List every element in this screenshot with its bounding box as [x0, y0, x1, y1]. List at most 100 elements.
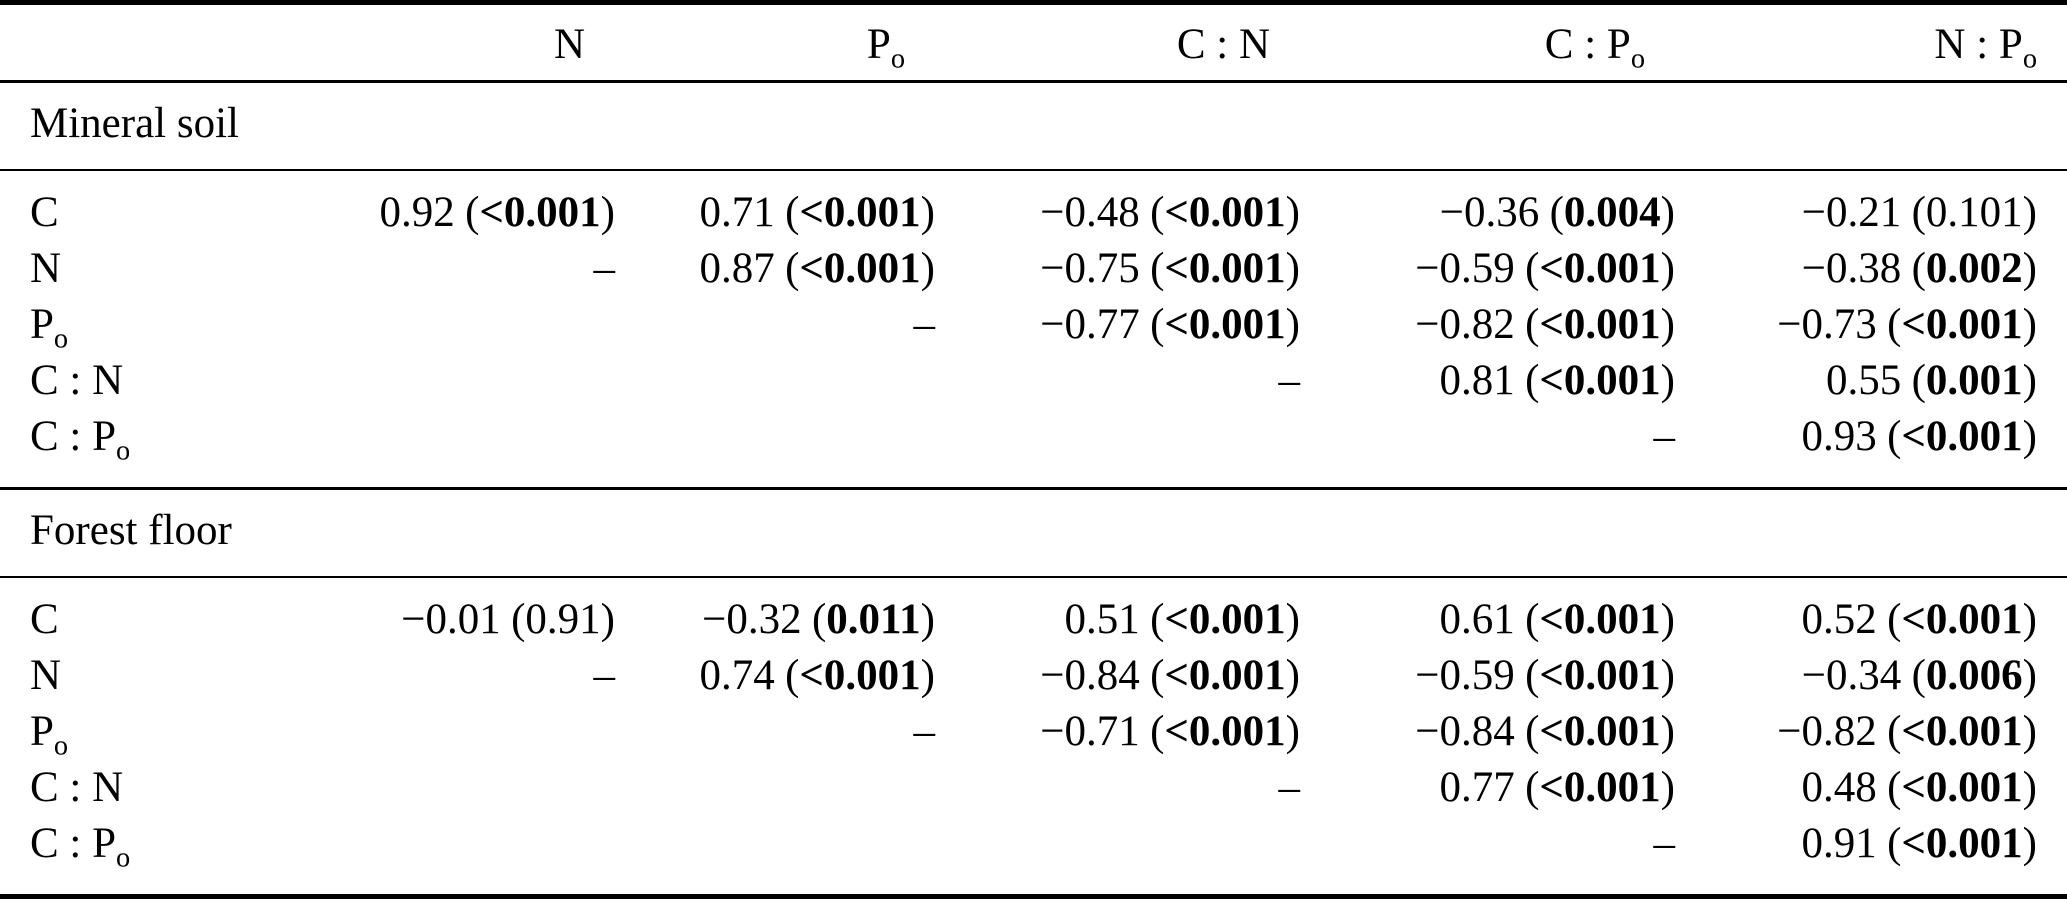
row-label-text: C : N: [30, 357, 124, 404]
table-body: Mineral soil C 0.92 (<0.001) 0.71 (<0.001) −0.…: [0, 81, 2067, 897]
open-paren: (: [1549, 189, 1564, 236]
correlation-value: 0.93: [1801, 413, 1877, 460]
p-value: 0.101: [1925, 189, 2023, 236]
close-paren: ): [1285, 189, 1300, 236]
dash: –: [593, 245, 616, 292]
close-paren: ): [2022, 301, 2037, 348]
correlation-cell: [615, 760, 935, 816]
correlation-value: −0.82: [1415, 301, 1515, 348]
column-header-text: P: [866, 21, 891, 68]
p-value: <0.001: [1164, 301, 1286, 348]
table-row: N –0.74 (<0.001) −0.84 (<0.001) −0.59 (<0.001)…: [0, 648, 2067, 704]
p-value-group: (<0.001): [785, 189, 935, 236]
correlation-value: −0.84: [1415, 708, 1515, 755]
open-paren: (: [1150, 189, 1165, 236]
p-value-group: (<0.001): [1525, 764, 1675, 811]
correlation-cell: –: [1300, 816, 1676, 897]
close-paren: ): [2022, 413, 2037, 460]
corner-cell: [0, 2, 300, 83]
dash: –: [913, 301, 936, 348]
row-label: C: [0, 170, 300, 241]
correlation-cell: [935, 409, 1300, 489]
close-paren: ): [1660, 189, 1675, 236]
p-value: 0.004: [1563, 189, 1661, 236]
p-value-group: (<0.001): [465, 189, 615, 236]
p-value: <0.001: [1539, 357, 1661, 404]
close-paren: ): [1285, 708, 1300, 755]
p-value-group: (<0.001): [1887, 708, 2037, 755]
correlation-cell: 0.81 (<0.001): [1300, 353, 1675, 409]
p-value: <0.001: [1901, 301, 2023, 348]
correlation-value: −0.59: [1415, 652, 1515, 699]
correlation-value: 0.92: [379, 189, 455, 236]
p-value-group: (<0.001): [1150, 708, 1300, 755]
close-paren: ): [1285, 652, 1300, 699]
p-value-group: (<0.001): [1887, 820, 2037, 867]
open-paren: (: [1150, 301, 1165, 348]
row-label-text: C: [30, 189, 59, 236]
p-value-group: (<0.001): [1887, 764, 2037, 811]
open-paren: (: [811, 596, 827, 643]
correlation-cell: −0.01 (0.91): [300, 577, 615, 648]
p-value-group: (0.91): [511, 596, 615, 643]
table-row: C : N –0.81 (<0.001) 0.55 (0.001): [0, 353, 2067, 409]
correlation-cell: 0.52 (<0.001): [1675, 577, 2067, 648]
correlation-value: −0.71: [1040, 708, 1140, 755]
close-paren: ): [2022, 596, 2037, 643]
open-paren: (: [785, 189, 800, 236]
correlation-cell: –: [935, 353, 1301, 409]
open-paren: (: [1150, 596, 1165, 643]
open-paren: (: [1911, 245, 1926, 292]
table-row: C : Po –0.93 (<0.001): [0, 409, 2067, 489]
table-row: Po – −0.71 (<0.001) −0.84 (<0.001) −0.82 (<0.00…: [0, 704, 2067, 760]
correlation-cell: [935, 816, 1300, 897]
row-label-text: P: [30, 708, 54, 755]
p-value: <0.001: [799, 189, 921, 236]
close-paren: ): [1660, 357, 1675, 404]
p-value: <0.001: [1164, 189, 1286, 236]
open-paren: (: [1150, 245, 1165, 292]
p-value: 0.011: [826, 596, 921, 643]
correlation-cell: –: [615, 297, 936, 353]
row-label: Po: [0, 704, 300, 760]
correlation-cell: −0.32 (0.011): [615, 577, 935, 648]
close-paren: ): [2022, 357, 2037, 404]
column-header-c-n: C : N: [935, 2, 1300, 83]
p-value-group: (<0.001): [1150, 189, 1300, 236]
open-paren: (: [785, 245, 800, 292]
open-paren: (: [465, 189, 480, 236]
correlation-cell: −0.59 (<0.001): [1300, 648, 1675, 704]
close-paren: ): [2022, 245, 2037, 292]
row-label-text: C : N: [30, 764, 124, 811]
open-paren: (: [1911, 357, 1926, 404]
correlation-cell: –: [935, 760, 1301, 816]
p-value: <0.001: [1164, 245, 1286, 292]
p-value-group: (<0.001): [1525, 357, 1675, 404]
correlation-value: 0.55: [1826, 357, 1902, 404]
row-label: C : Po: [0, 409, 300, 489]
row-label: C : Po: [0, 816, 300, 897]
open-paren: (: [1525, 357, 1540, 404]
open-paren: (: [1887, 764, 1902, 811]
section-title: Forest floor: [0, 487, 2067, 578]
p-value: <0.001: [1164, 708, 1286, 755]
open-paren: (: [1525, 301, 1540, 348]
p-value-group: (<0.001): [1150, 301, 1300, 348]
correlation-cell: [615, 353, 935, 409]
close-paren: ): [1660, 301, 1675, 348]
table-row: C 0.92 (<0.001) 0.71 (<0.001) −0.48 (<0.001) −0…: [0, 170, 2067, 241]
p-value: <0.001: [1901, 820, 2023, 867]
section-title-row: Forest floor: [0, 487, 2067, 578]
row-label: Po: [0, 297, 300, 353]
column-header-text: N: [553, 21, 585, 68]
correlation-cell: 0.92 (<0.001): [300, 170, 615, 241]
correlation-cell: 0.74 (<0.001): [615, 648, 935, 704]
dash: –: [913, 708, 936, 755]
column-header-text: C : P: [1544, 21, 1631, 68]
close-paren: ): [600, 189, 615, 236]
p-value-group: (<0.001): [1150, 596, 1300, 643]
correlation-cell: 0.91 (<0.001): [1675, 816, 2067, 897]
correlation-cell: [615, 816, 935, 897]
open-paren: (: [785, 652, 800, 699]
